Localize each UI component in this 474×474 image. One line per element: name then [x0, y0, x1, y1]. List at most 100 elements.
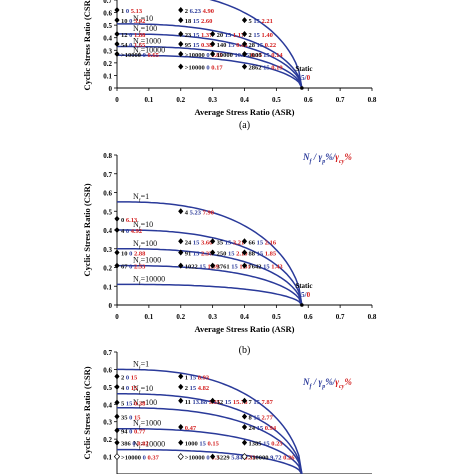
- curve-label-rest: =1000: [141, 419, 162, 428]
- label-nf: 2862: [249, 65, 264, 72]
- data-point: [114, 413, 120, 420]
- data-label: 386 0 0.82: [121, 441, 149, 448]
- label-gamma-p: 5.84: [231, 455, 244, 462]
- label-gamma-p: 13.88: [193, 399, 209, 406]
- data-label: >10000 0 0.65: [121, 52, 160, 59]
- label-gamma-cy: 0.33: [244, 455, 256, 462]
- x-tick-label: 0.3: [208, 96, 217, 104]
- data-label: 10000 10.85 0.15: [217, 52, 263, 59]
- y-tick-label: 0.3: [103, 246, 112, 254]
- y-tick-label: 0.6: [103, 366, 112, 374]
- label-nf: 10: [121, 18, 129, 25]
- data-label: 12 15 15.78: [217, 399, 249, 406]
- fatigue-curve: [117, 45, 303, 89]
- legend-pct: %/: [325, 152, 336, 162]
- x-tick-label: 0.2: [176, 96, 185, 104]
- data-label: 54 0 1.55: [121, 42, 146, 49]
- data-point: [178, 249, 184, 256]
- label-gamma-p: 15: [257, 42, 265, 49]
- label-gamma-p: 0: [206, 455, 211, 462]
- label-gamma-cy: 1.43: [271, 264, 283, 271]
- label-nf: >10000: [185, 455, 207, 462]
- label-nf: 2: [185, 8, 190, 15]
- label-gamma-p: 15: [193, 251, 201, 258]
- data-label: 10 0 3.92: [121, 18, 145, 25]
- data-point: [114, 427, 120, 434]
- label-gamma-p: 15: [228, 251, 236, 258]
- label-gamma-cy: 0.38: [134, 401, 146, 408]
- data-point: [210, 51, 216, 58]
- data-label: 91 15 2.37: [185, 251, 213, 258]
- label-gamma-p: 0: [129, 414, 134, 421]
- label-nf: 5229: [217, 455, 232, 462]
- label-gamma-cy: 2.88: [134, 251, 146, 258]
- label-gamma-p: 6.23: [190, 8, 203, 15]
- y-axis-title: Cyclic Stress Ratio (CSR): [82, 183, 92, 276]
- data-point: [178, 397, 184, 404]
- data-point: [210, 453, 216, 460]
- chart-panel-2: 0 0.1 0.2 0.3 0.4 0.5 0.6 0.7 0.8 0 0.1 0.2 0.3 0.4 0.…: [82, 152, 377, 356]
- label-gamma-p: 15: [263, 441, 271, 448]
- y-tick-label: 0.4: [103, 227, 112, 235]
- data-label: 94 0 0.77: [121, 428, 146, 435]
- data-label: 1000 15 0.14: [249, 52, 284, 59]
- y-tick-label: 0.7: [103, 0, 112, 5]
- fatigue-curve: [117, 448, 303, 474]
- data-label: 11 13.88 3.35: [185, 399, 221, 406]
- label-gamma-p: 15: [253, 399, 261, 406]
- fatigue-curve: [117, 264, 303, 306]
- curve-label-rest: =10: [141, 384, 154, 393]
- static-point: [300, 86, 304, 90]
- data-label: 18 15 2.60: [185, 18, 213, 25]
- fatigue-curve: [117, 229, 303, 306]
- data-label: 5 15 0.38: [121, 401, 146, 408]
- label-nf: 66: [249, 239, 257, 246]
- label-gamma-p: 0: [143, 52, 148, 59]
- legend-gamma-p-sub: p: [321, 384, 325, 390]
- data-label: 4 0 15: [121, 385, 138, 392]
- x-tick-label: 0.6: [304, 96, 313, 104]
- y-tick-label: 0.2: [103, 436, 112, 444]
- curve-label-rest: =10000: [141, 440, 166, 449]
- data-label: 28 15 0.22: [249, 42, 277, 49]
- label-gamma-cy: 0.47: [185, 425, 197, 432]
- legend-gamma-cy: γ: [335, 152, 339, 162]
- label-gamma-p: 15: [225, 32, 233, 39]
- label-gamma-p: 0: [126, 8, 131, 15]
- label-nf: 95: [185, 42, 193, 49]
- label-nf: 8: [249, 414, 254, 421]
- curve-label-sub: f: [139, 364, 141, 371]
- data-point-hollow: [241, 453, 248, 461]
- data-label: 8 15 2.77: [249, 414, 274, 421]
- label-gamma-cy: 0.45: [236, 42, 248, 49]
- data-point: [114, 399, 120, 406]
- label-nf: 1: [185, 374, 190, 381]
- label-gamma-cy: 0.25: [271, 441, 283, 448]
- label-nf: >10000: [121, 455, 143, 462]
- curve-label-rest: =1000: [141, 37, 162, 46]
- label-gamma-p: 15: [193, 239, 201, 246]
- legend-pct: %/: [325, 377, 336, 387]
- label-gamma-p: 15: [253, 18, 261, 25]
- legend-gamma-cy: γ: [335, 377, 339, 387]
- static-cy: 0: [307, 74, 311, 82]
- label-gamma-p: 15: [231, 264, 239, 271]
- x-tick-label: 0.7: [336, 313, 345, 321]
- fatigue-curve: [117, 283, 303, 306]
- x-tick-label: 0.5: [272, 313, 281, 321]
- x-axis-title: Average Stress Ratio (ASR): [194, 324, 294, 334]
- label-gamma-cy: 0.85: [211, 52, 223, 59]
- curve-label: Nf=10000: [133, 45, 165, 57]
- static-value: 15/0: [298, 74, 311, 82]
- label-gamma-p: 0: [129, 32, 134, 39]
- label-gamma-cy: 0.3: [211, 455, 220, 462]
- label-gamma-cy: 1.85: [265, 251, 277, 258]
- label-nf: 5: [121, 401, 126, 408]
- x-tick-label: 0: [115, 313, 119, 321]
- data-point: [114, 383, 120, 390]
- label-nf: 18: [185, 18, 193, 25]
- static-sep: /: [304, 291, 308, 299]
- y-tick-label: 0.3: [103, 47, 112, 55]
- legend-n: N: [302, 152, 310, 162]
- y-tick-label: 0.5: [103, 22, 112, 30]
